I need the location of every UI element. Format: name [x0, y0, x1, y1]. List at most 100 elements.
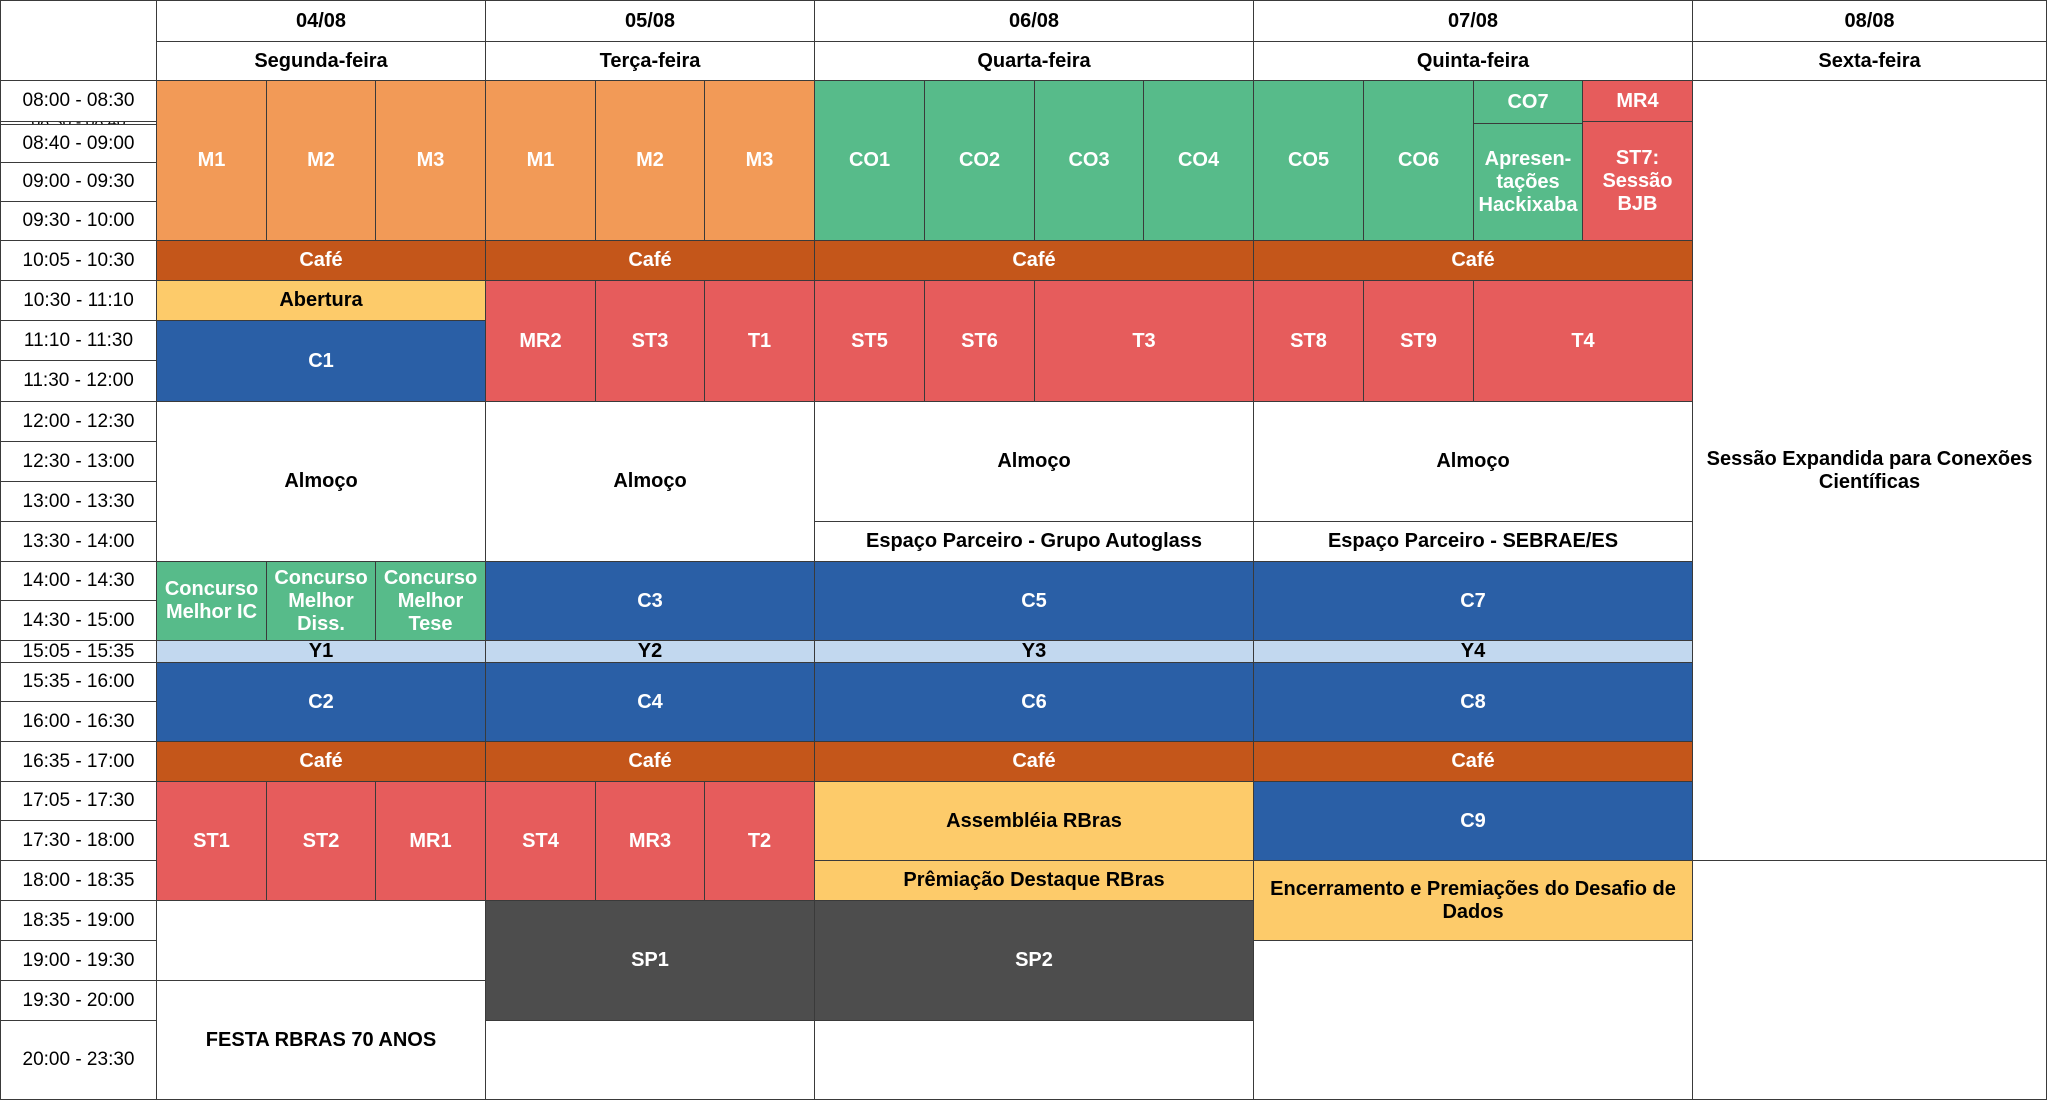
day-date-header: 04/08: [156, 0, 486, 42]
session-wed-assembleia-label: Assembléia RBras: [946, 809, 1122, 832]
time-slot: 17:05 - 17:30: [0, 781, 157, 821]
session-thu-co5-label: CO5: [1287, 149, 1330, 171]
day-weekday-header-label: Terça-feira: [599, 49, 701, 72]
day-weekday-header-label: Segunda-feira: [254, 49, 388, 72]
time-slot-label: 16:00 - 16:30: [22, 710, 135, 732]
session-mon-festa-label: FESTA RBRAS 70 ANOS: [205, 1028, 437, 1051]
session-wed-y3-label: Y3: [1021, 640, 1047, 662]
session-mon-m3-label: M3: [416, 149, 445, 171]
session-thu-almoco-label: Almoço: [1436, 450, 1510, 472]
session-thu-st9: ST9: [1363, 280, 1474, 402]
session-thu-st8: ST8: [1253, 280, 1364, 402]
time-slot-label: 10:05 - 10:30: [22, 249, 135, 271]
session-mon-st1: ST1: [156, 781, 267, 901]
session-thu-st7-label: ST7: Sessão BJB: [1602, 146, 1673, 215]
session-tue-mr2-label: MR2: [519, 329, 562, 352]
session-tue-cafe-1: Café: [485, 240, 815, 281]
time-slot: 08:40 - 09:00: [0, 124, 157, 163]
session-wed-cafe-2-label: Café: [1012, 750, 1056, 772]
session-thu-y4: Y4: [1253, 640, 1693, 663]
time-slot: 20:00 - 23:30: [0, 1020, 157, 1100]
time-slot-label: 15:05 - 15:35: [22, 640, 135, 662]
time-slot: 14:30 - 15:00: [0, 600, 157, 641]
day-date-header: 05/08: [485, 0, 815, 42]
session-wed-almoco: Almoço: [814, 401, 1254, 522]
day-weekday-header-label: Sexta-feira: [1818, 49, 1921, 72]
time-slot-label: 12:30 - 13:00: [22, 450, 135, 472]
session-wed-co3-label: CO3: [1068, 149, 1110, 171]
session-mon-m1-label: M1: [197, 149, 226, 171]
session-wed-c6: C6: [814, 662, 1254, 742]
session-thu-almoco: Almoço: [1253, 401, 1693, 522]
session-thu-encerramento: Encerramento e Premiações do Desafio de …: [1253, 860, 1693, 941]
day-weekday-header-label: Quinta-feira: [1416, 49, 1530, 72]
session-wed-st5-label: ST5: [851, 329, 888, 352]
session-wed-sp2: SP2: [814, 900, 1254, 1021]
session-wed-co4-label: CO4: [1177, 149, 1220, 171]
session-mon-c1: C1: [156, 320, 486, 402]
time-slot-label: 17:05 - 17:30: [22, 790, 135, 812]
session-tue-st3-label: ST3: [631, 329, 669, 352]
session-mon-mr1-label: MR1: [409, 829, 452, 852]
session-tue-st3: ST3: [595, 280, 705, 402]
session-wed-assembleia: Assembléia RBras: [814, 781, 1254, 861]
session-tue-y2: Y2: [485, 640, 815, 663]
session-tue-m1: M1: [485, 80, 596, 241]
session-mon-st1-label: ST1: [193, 829, 230, 852]
time-slot: 18:35 - 19:00: [0, 900, 157, 941]
session-wed-cafe-1: Café: [814, 240, 1254, 281]
session-tue-t2-label: T2: [747, 829, 772, 852]
session-wed-parceiro: Espaço Parceiro - Grupo Autoglass: [814, 521, 1254, 562]
session-thu-t4-label: T4: [1571, 329, 1595, 352]
session-wed-sp2-label: SP2: [1015, 949, 1053, 971]
session-thu-t4: T4: [1473, 280, 1693, 402]
session-thu-c9: C9: [1253, 781, 1693, 861]
time-slot: 16:00 - 16:30: [0, 701, 157, 742]
session-thu-c8: C8: [1253, 662, 1693, 742]
session-wed-c5-label: C5: [1021, 589, 1047, 612]
session-thu-y4-label: Y4: [1460, 640, 1486, 662]
session-mon-mr1: MR1: [375, 781, 486, 901]
session-tue-mr3-label: MR3: [628, 829, 672, 852]
session-tue-t2: T2: [704, 781, 815, 901]
day-weekday-header: Quarta-feira: [814, 41, 1254, 81]
time-slot-label: 16:35 - 17:00: [22, 750, 135, 772]
session-mon-m2-label: M2: [307, 149, 335, 171]
session-fri-sessao-expandida-label: Sessão Expandida para Conexões Científic…: [1706, 447, 2033, 493]
session-mon-concurso-tese-label: Concurso Melhor Tese: [383, 566, 478, 635]
session-thu-st8-label: ST8: [1290, 329, 1327, 352]
session-thu-st7: ST7: Sessão BJB: [1582, 121, 1693, 241]
session-mon-cafe-1-label: Café: [299, 249, 343, 271]
day-weekday-header: Sexta-feira: [1692, 41, 2047, 81]
session-tue-c4: C4: [485, 662, 815, 742]
session-wed-co1: CO1: [814, 80, 925, 241]
session-fri-sessao-expandida: Sessão Expandida para Conexões Científic…: [1692, 80, 2047, 861]
time-slot-label: 12:00 - 12:30: [22, 410, 135, 432]
session-tue-t1: T1: [704, 280, 815, 402]
time-slot-label: 20:00 - 23:30: [22, 1049, 135, 1071]
day-date-header: 06/08: [814, 0, 1254, 42]
day-date-header-label: 06/08: [1008, 9, 1060, 32]
session-tue-mr2: MR2: [485, 280, 596, 402]
time-slot: 08:00 - 08:30: [0, 80, 157, 122]
session-thu-c7: C7: [1253, 561, 1693, 641]
time-slot: 17:30 - 18:00: [0, 820, 157, 861]
time-slot-label: 14:00 - 14:30: [22, 570, 135, 592]
session-wed-parceiro-label: Espaço Parceiro - Grupo Autoglass: [865, 530, 1202, 552]
session-tue-almoco: Almoço: [485, 401, 815, 562]
time-slot: 12:00 - 12:30: [0, 401, 157, 442]
header-corner: [0, 0, 157, 81]
session-tue-m3: M3: [704, 80, 815, 241]
session-thu-cafe-2-label: Café: [1451, 750, 1495, 772]
time-slot-label: 09:30 - 10:00: [22, 210, 135, 232]
session-mon-abertura-label: Abertura: [279, 289, 363, 311]
session-mon-m2: M2: [266, 80, 376, 241]
time-slot-label: 13:30 - 14:00: [22, 530, 135, 552]
session-thu-cafe-2: Café: [1253, 741, 1693, 782]
session-mon-cafe-1: Café: [156, 240, 486, 281]
session-wed-co2-label: CO2: [958, 149, 1001, 171]
session-thu-mr4-label: MR4: [1616, 89, 1659, 112]
session-tue-m2: M2: [595, 80, 705, 241]
session-wed-cafe-1-label: Café: [1012, 249, 1056, 271]
